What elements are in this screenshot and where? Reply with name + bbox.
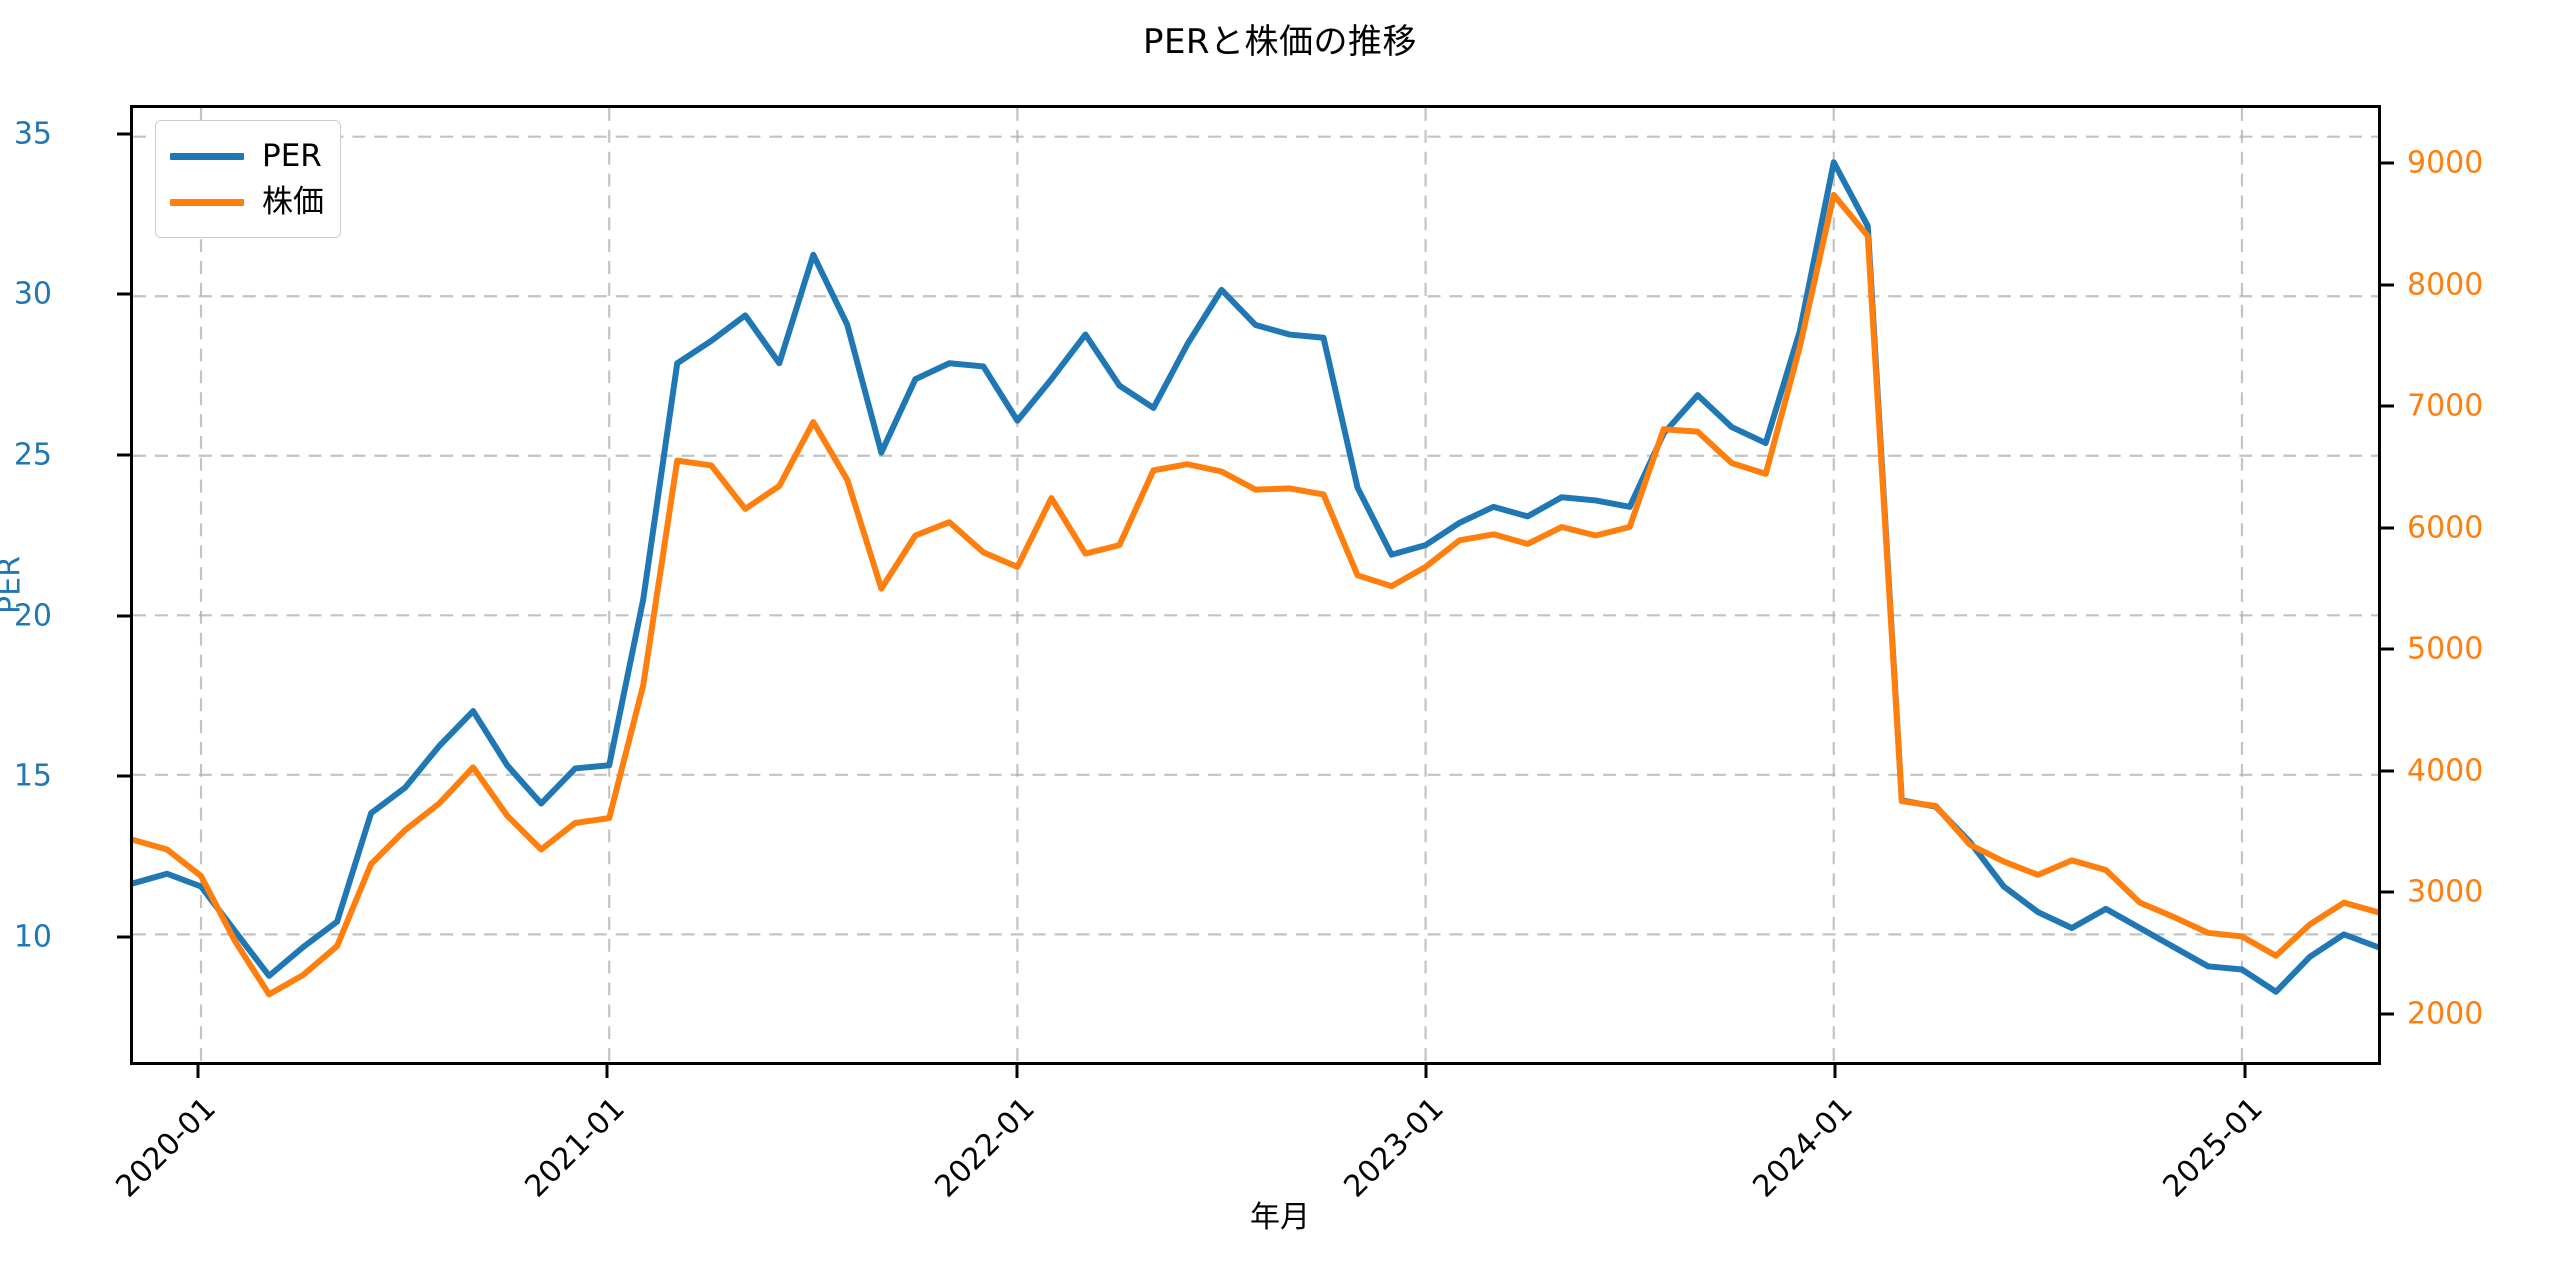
- y-tick-left-35: 35: [13, 116, 52, 152]
- plot-area: PER 株価: [130, 105, 2381, 1065]
- y-tick-left-25: 25: [13, 437, 52, 473]
- y-tick-right-4000: 4000: [2407, 753, 2484, 789]
- x-tickmark: [1424, 1065, 1428, 1078]
- legend-swatch-per: [170, 152, 244, 160]
- legend-label-kabuka: 株価: [262, 183, 324, 220]
- y-tick-left-20: 20: [13, 598, 52, 633]
- chart-title: PERと株価の推移: [1142, 22, 1418, 62]
- y-tickmark-right: [2381, 283, 2394, 287]
- x-tickmark: [1015, 1065, 1019, 1078]
- legend-item-per[interactable]: PER: [170, 133, 324, 179]
- y-tickmark-left: [117, 292, 130, 296]
- y-tickmark-right: [2381, 404, 2394, 408]
- y-tickmark-right: [2381, 890, 2394, 894]
- x-axis-label: 年月: [1250, 1200, 1310, 1235]
- y-tickmark-left: [117, 132, 130, 136]
- y-tickmark-right: [2381, 647, 2394, 651]
- y-tick-right-3000: 3000: [2407, 874, 2484, 910]
- y-tick-left-30: 30: [13, 276, 52, 312]
- y-tickmark-right: [2381, 769, 2394, 773]
- grid-lines: [133, 108, 2378, 1062]
- y-tickmark-left: [117, 774, 130, 778]
- y-tickmark-left: [117, 614, 130, 617]
- y-tick-right-2000: 2000: [2407, 996, 2484, 1032]
- legend-label-per: PER: [262, 137, 322, 174]
- y-tickmark-right: [2381, 1012, 2394, 1016]
- y-tickmark-left: [117, 935, 130, 939]
- x-tickmark: [605, 1065, 609, 1078]
- plot-svg: [133, 108, 2378, 1062]
- series-lines: [133, 159, 2378, 998]
- y-tickmark-right: [2381, 161, 2394, 165]
- series-line-PER: [133, 159, 2378, 995]
- y-tick-right-9000: 9000: [2407, 145, 2484, 181]
- legend-item-kabuka[interactable]: 株価: [170, 179, 324, 225]
- chart-legend: PER 株価: [155, 120, 341, 238]
- y-tick-right-7000: 7000: [2407, 388, 2484, 424]
- y-axis-left-label: PER: [0, 556, 28, 614]
- y-tickmark-left: [117, 453, 130, 457]
- y-tick-left-15: 15: [13, 758, 52, 794]
- series-line-株価: [133, 191, 2378, 998]
- y-tick-right-8000: 8000: [2407, 267, 2484, 303]
- x-tickmark: [196, 1065, 200, 1078]
- legend-swatch-kabuka: [170, 198, 244, 206]
- y-tick-right-5000: 5000: [2407, 631, 2484, 667]
- y-tickmark-right: [2381, 526, 2394, 530]
- x-tickmark: [2243, 1065, 2247, 1078]
- y-tick-left-10: 10: [13, 919, 52, 955]
- y-tick-right-6000: 6000: [2407, 510, 2484, 546]
- x-tickmark: [1833, 1065, 1837, 1078]
